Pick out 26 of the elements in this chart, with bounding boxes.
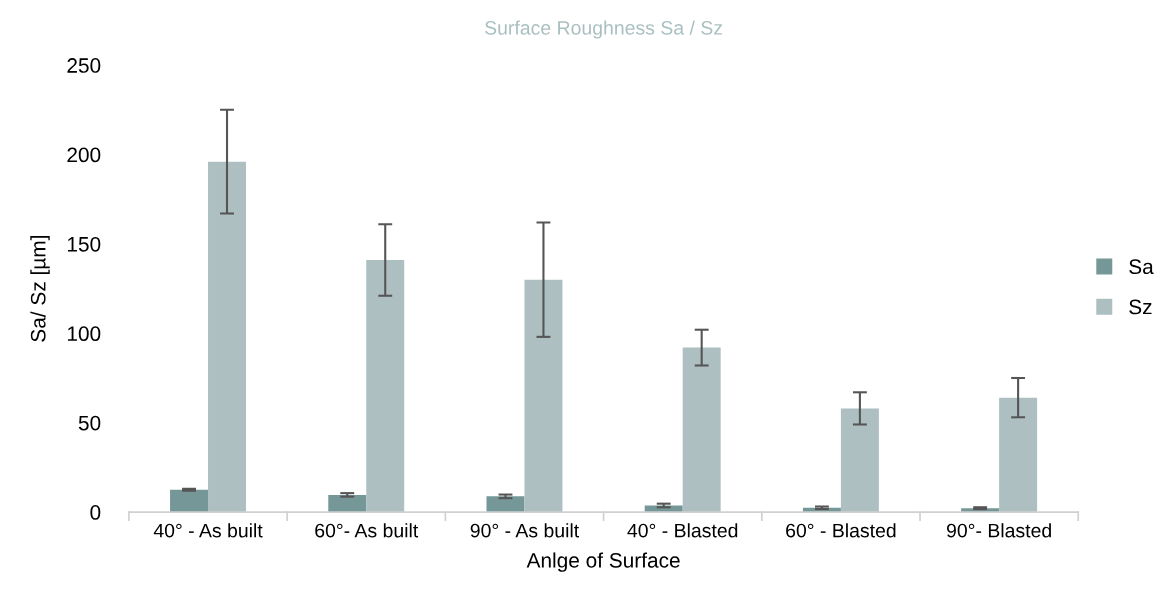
bar bbox=[999, 397, 1038, 513]
y-tick-label: 150 bbox=[67, 236, 101, 252]
x-tick-label: 60° - Blasted bbox=[786, 523, 896, 538]
bar bbox=[208, 161, 246, 513]
y-tick-label: 0 bbox=[90, 505, 101, 520]
bar bbox=[486, 496, 525, 513]
x-tick-label: 90°- Blasted bbox=[946, 523, 1051, 538]
y-tick-label: 250 bbox=[67, 58, 101, 73]
bar bbox=[682, 347, 721, 513]
legend-label: Sa bbox=[1129, 259, 1154, 275]
legend-label: Sz bbox=[1129, 299, 1152, 315]
bar bbox=[366, 259, 405, 513]
y-tick-label: 100 bbox=[67, 326, 101, 342]
x-tick-label: 90° - As built bbox=[470, 523, 580, 538]
x-tick-label: 40° - Blasted bbox=[627, 523, 738, 538]
x-tick-label: 60°- As built bbox=[315, 523, 419, 538]
y-tick-label: 200 bbox=[67, 147, 101, 163]
x-tick-label: 40° - As built bbox=[153, 523, 263, 538]
bar bbox=[328, 494, 367, 513]
y-tick-label: 50 bbox=[78, 415, 101, 431]
bar bbox=[840, 408, 879, 513]
chart-title: Surface Roughness Sa / Sz bbox=[485, 20, 723, 39]
bar bbox=[524, 279, 563, 513]
y-axis-title: Sa/ Sz [µm] bbox=[30, 236, 50, 342]
x-axis-title: Anlge of Surface bbox=[526, 552, 680, 572]
bar bbox=[170, 489, 209, 513]
